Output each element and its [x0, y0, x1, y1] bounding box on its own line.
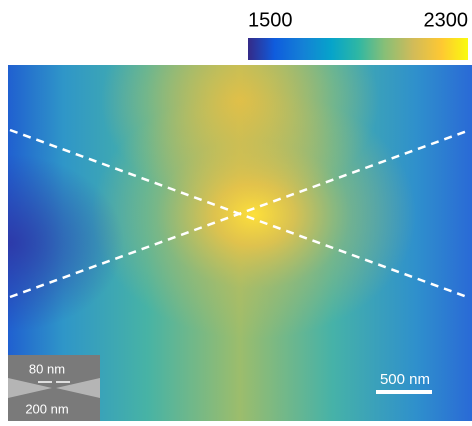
- page: {"colorbar": {"min": 1500, "max": 2300},…: [0, 0, 472, 421]
- inset-width-label: 200 nm: [25, 401, 68, 416]
- colorbar-max-label: 2300: [424, 9, 469, 31]
- inset-gap-label: 80 nm: [29, 361, 65, 376]
- scale-bar-label: 500 nm: [380, 371, 430, 388]
- scale-bar: [376, 390, 432, 394]
- inset: 80 nm 200 nm: [8, 355, 100, 421]
- colorbar-min-label: 1500: [248, 9, 293, 31]
- colorbar: [248, 38, 468, 60]
- figure: 1500 2300 80 nm 200 nm 500 nm: [0, 0, 472, 421]
